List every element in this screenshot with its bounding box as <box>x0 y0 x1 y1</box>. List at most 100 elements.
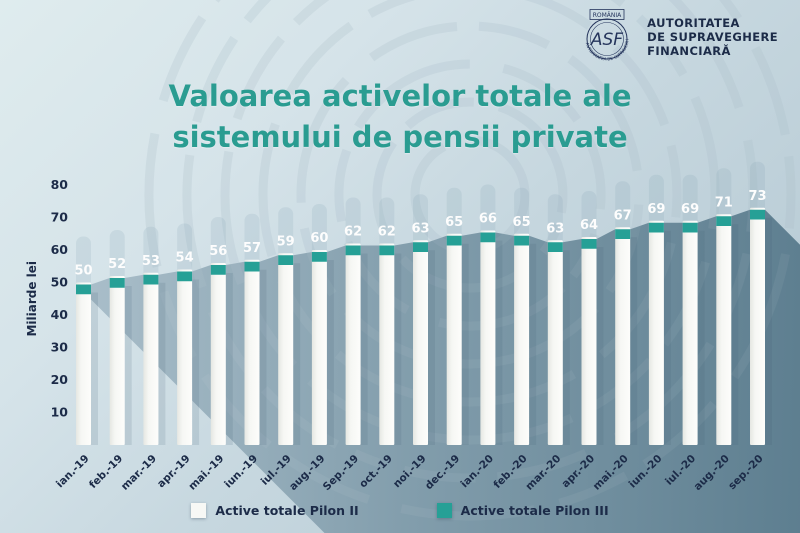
chart-legend: Active totale Pilon II Active totale Pil… <box>0 503 800 518</box>
bar-shadow <box>765 217 772 445</box>
bar-cap-pilon3 <box>514 235 530 246</box>
bar-shadow <box>91 292 98 445</box>
bar-cap-pilon3 <box>446 235 462 246</box>
bar-shadow <box>326 260 334 445</box>
bars-layer: 50 52 53 54 56 57 59 60 62 62 63 65 66 65 63 64 67 69 69 71… <box>74 161 772 445</box>
bar-value-label: 63 <box>411 221 429 236</box>
bar-cap-pilon3 <box>345 245 361 256</box>
bar-shadow <box>360 253 368 445</box>
bar-cap-pilon3 <box>682 222 698 233</box>
bar-pilon2 <box>143 272 159 445</box>
bar-pilon2 <box>379 243 395 445</box>
title-line1: Valoarea activelor totale ale <box>168 79 632 113</box>
bar-pilon2 <box>615 227 631 445</box>
bar-value-label: 73 <box>748 189 766 204</box>
bar-pilon2 <box>446 233 462 445</box>
y-axis-title: Miliarde lei <box>25 261 39 337</box>
asf-logo: ROMÂNIA ASF AUTORITATEA DE SUPRAVEGHERE … <box>575 8 778 66</box>
pilon3-swatch-icon <box>436 503 452 518</box>
bar-cap-pilon3 <box>311 252 327 262</box>
bar-cap-pilon3 <box>379 245 395 256</box>
bar-cap-pilon3 <box>547 242 563 252</box>
bar-pilon2 <box>514 233 530 445</box>
legend-item-pilon3: Active totale Pilon III <box>436 503 609 518</box>
bar-pilon2 <box>581 237 597 445</box>
bar-value-label: 59 <box>277 234 295 249</box>
bar-shadow <box>394 253 402 445</box>
bar-pilon2 <box>716 214 732 445</box>
bar-value-label: 69 <box>647 202 665 217</box>
bar-cap-pilon3 <box>648 222 664 233</box>
bar-value-label: 69 <box>681 202 699 217</box>
bar-value-label: 62 <box>378 225 396 240</box>
bar-cap-pilon3 <box>76 284 91 295</box>
page-title: Valoarea activelor totale ale sistemului… <box>0 76 800 158</box>
bar-value-label: 67 <box>614 208 632 223</box>
bar-value-label: 64 <box>580 218 598 233</box>
y-axis-tick: 50 <box>51 275 69 290</box>
bar-value-label: 65 <box>445 215 463 230</box>
bar-shadow <box>562 250 570 445</box>
bar-shadow <box>495 240 503 445</box>
bar-value-label: 62 <box>344 225 362 240</box>
bar-shadow <box>225 273 233 445</box>
x-axis-label: mar.-19 <box>119 453 159 493</box>
x-axis-label: mai.-19 <box>186 453 226 493</box>
bar-shadow <box>529 243 537 445</box>
y-axis-tick: 60 <box>51 242 69 257</box>
asf-seal-icon: ROMÂNIA ASF AUTORITATEA DE SUPRAVEGHERE … <box>575 8 630 62</box>
bar-value-label: 63 <box>546 221 564 236</box>
bar-value-label: 53 <box>142 254 160 269</box>
bar-pilon2 <box>244 259 260 445</box>
bar-pilon2 <box>311 250 327 445</box>
x-axis-label: iun.-19 <box>222 453 260 491</box>
bar-value-label: 71 <box>715 195 733 210</box>
title-line2: sistemului de pensii private <box>172 120 628 154</box>
bar-value-label: 52 <box>108 257 126 272</box>
bar-pilon2 <box>210 263 226 445</box>
org-name: AUTORITATEA DE SUPRAVEGHERE FINANCIARĂ <box>647 16 778 58</box>
org-name-line2: DE SUPRAVEGHERE <box>647 30 778 44</box>
bar-cap-pilon3 <box>750 209 765 220</box>
bar-value-label: 65 <box>513 215 531 230</box>
fingerprint-arc <box>372 97 568 293</box>
bar-shadow <box>293 263 301 445</box>
seal-country-label: ROMÂNIA <box>593 12 622 19</box>
y-axis-tick: 40 <box>51 307 69 322</box>
bar-shadow <box>630 237 638 445</box>
bar-pilon2 <box>682 220 698 445</box>
bar-cap-pilon3 <box>210 265 226 275</box>
bar-value-label: 54 <box>176 251 194 266</box>
bar-shadow <box>124 286 132 445</box>
pilon2-swatch-icon <box>191 503 207 518</box>
fingerprint-arc <box>410 135 530 255</box>
bar-cap-pilon3 <box>109 278 125 288</box>
bar-pilon2 <box>750 207 765 445</box>
legend-label-pilon2: Active totale Pilon II <box>215 503 359 518</box>
bar-cap-pilon3 <box>278 255 294 265</box>
bar-shadow <box>461 243 469 445</box>
org-name-line3: FINANCIARĂ <box>647 44 731 58</box>
bar-pilon2 <box>413 240 428 445</box>
bar-shadow <box>596 247 604 445</box>
bar-pilon2 <box>345 243 361 445</box>
bar-cap-pilon3 <box>244 261 260 272</box>
bar-pilon2 <box>109 276 125 445</box>
bar-pilon2 <box>648 220 664 445</box>
bar-value-label: 66 <box>479 212 497 227</box>
bar-shadow <box>259 269 267 445</box>
y-axis-tick: 80 <box>51 177 69 192</box>
bar-cap-pilon3 <box>480 232 496 243</box>
bar-cap-pilon3 <box>581 239 597 249</box>
legend-label-pilon3: Active totale Pilon III <box>460 503 609 518</box>
bar-pilon2 <box>278 253 294 445</box>
seal-monogram: ASF <box>590 30 623 50</box>
x-axis-label: ian.-19 <box>54 453 92 491</box>
bar-pilon2 <box>480 230 496 445</box>
bar-shadow <box>697 230 705 445</box>
bar-cap-pilon3 <box>177 271 193 282</box>
bar-cap-pilon3 <box>716 216 732 226</box>
bar-value-label: 50 <box>74 264 92 279</box>
